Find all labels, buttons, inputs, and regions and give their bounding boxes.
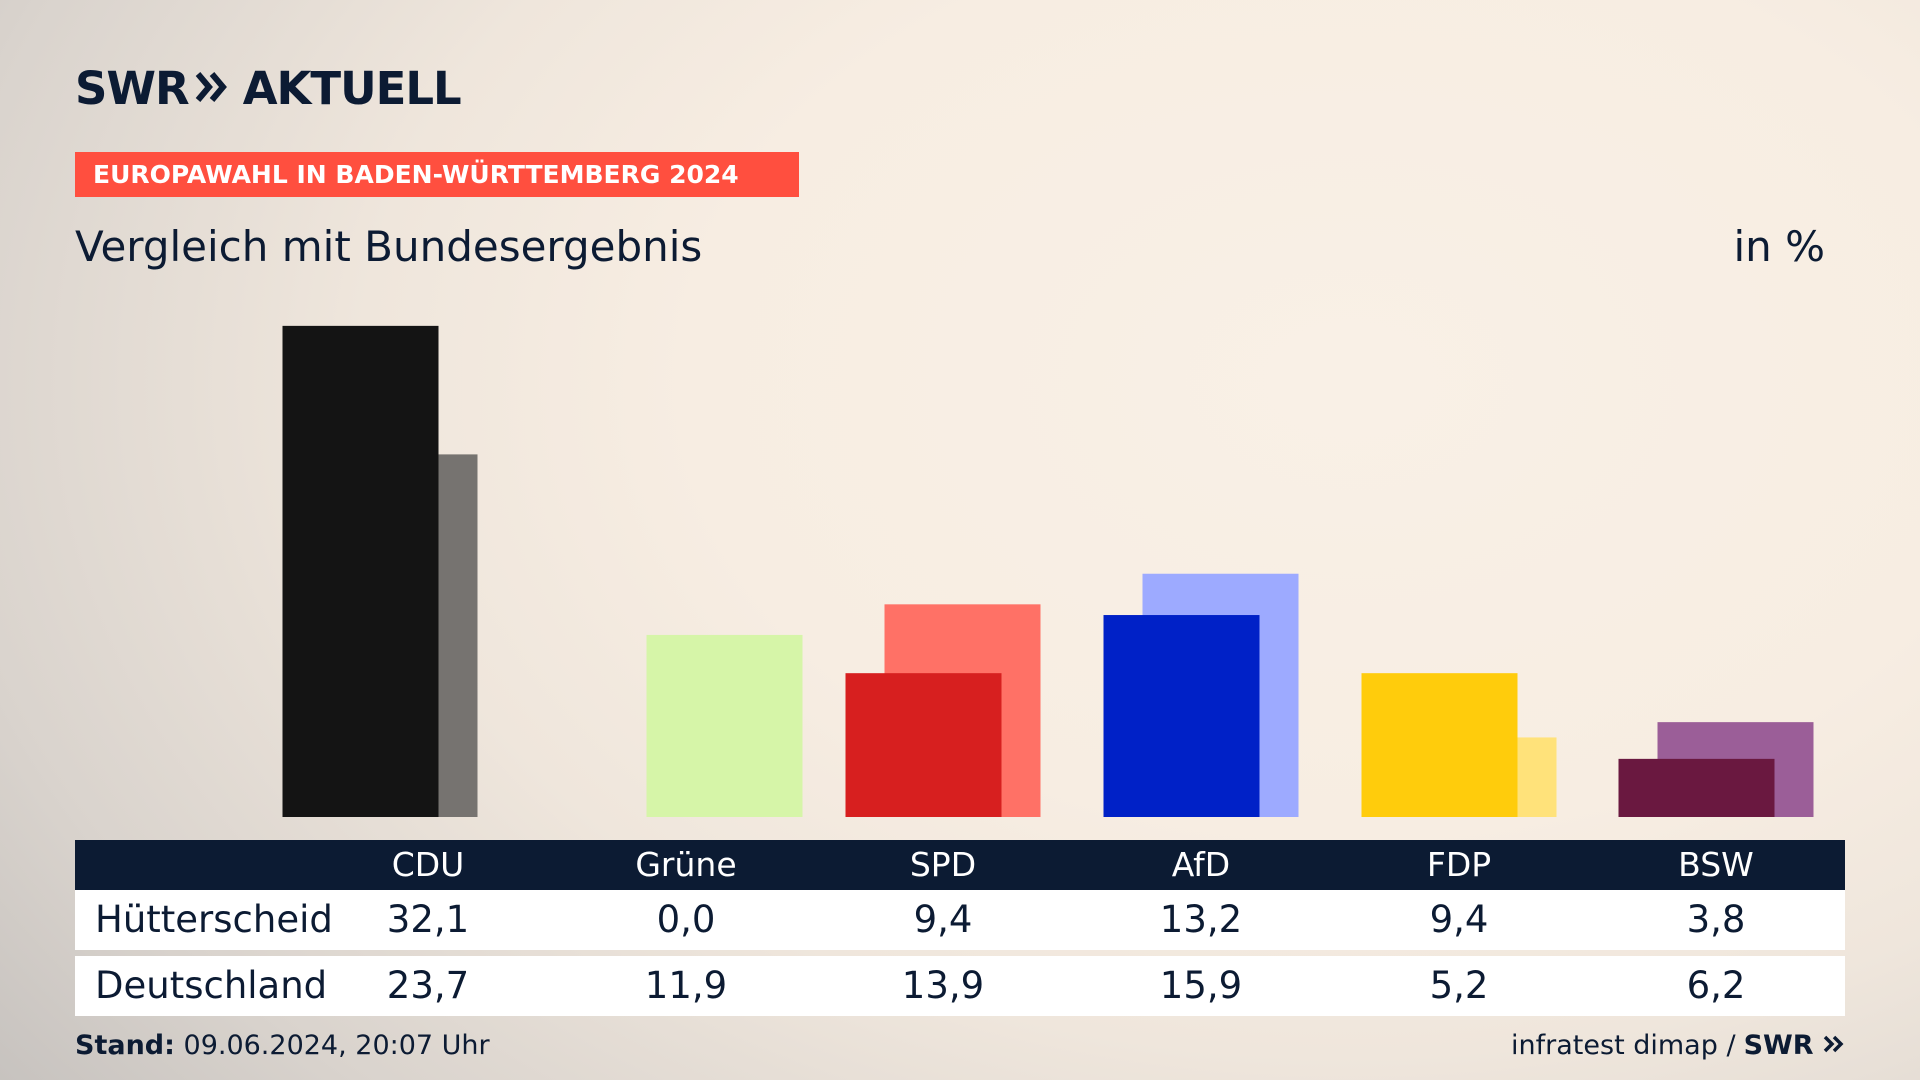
table-cell: 3,8 xyxy=(1686,898,1746,941)
table-header: CDU Grüne SPD AfD FDP BSW xyxy=(75,840,1845,890)
table-cell: 6,2 xyxy=(1686,964,1746,1007)
table-cell: 32,1 xyxy=(386,898,470,941)
table-row: Deutschland 23,7 11,9 13,9 15,9 5,2 6,2 xyxy=(75,956,1845,1016)
table-cell: 15,9 xyxy=(1159,964,1243,1007)
column-header: SPD xyxy=(909,845,977,884)
swr-aktuell-logo: SWR AKTUELL xyxy=(75,62,462,115)
logo-swr-text: SWR xyxy=(75,62,190,115)
bar-huetterscheid-cdu xyxy=(282,325,439,817)
table-cell: 0,0 xyxy=(656,898,716,941)
column-header: AfD xyxy=(1171,845,1231,884)
bar-huetterscheid-spd xyxy=(845,673,1002,817)
table-row: Hütterscheid 32,1 0,0 9,4 13,2 9,4 3,8 xyxy=(75,890,1845,950)
column-header: BSW xyxy=(1678,845,1754,884)
table-cell: 13,2 xyxy=(1159,898,1243,941)
double-chevron-icon xyxy=(195,66,229,111)
source-text: infratest dimap / xyxy=(1511,1030,1736,1061)
source-credit: infratest dimap / SWR xyxy=(1511,1030,1845,1061)
table-cell: 23,7 xyxy=(386,964,470,1007)
table-cell: 11,9 xyxy=(644,964,728,1007)
bar-huetterscheid-fdp xyxy=(1361,673,1518,817)
stand-value: 09.06.2024, 20:07 Uhr xyxy=(183,1030,490,1061)
results-table: CDU Grüne SPD AfD FDP BSW Hütterscheid 32,1 0,… xyxy=(75,840,1845,1016)
row-label: Hütterscheid xyxy=(95,898,333,941)
column-header: Grüne xyxy=(635,845,737,884)
stand-label: Stand: xyxy=(75,1030,175,1061)
column-header: CDU xyxy=(391,845,465,884)
table-cell: 13,9 xyxy=(901,964,985,1007)
row-label: Deutschland xyxy=(95,964,328,1007)
swr-small-logo-text: SWR xyxy=(1743,1030,1814,1061)
bar-deutschland-grüne xyxy=(646,634,803,817)
table-cell: 5,2 xyxy=(1429,964,1489,1007)
logo-aktuell-text: AKTUELL xyxy=(242,62,462,115)
election-kicker: EUROPAWAHL IN BADEN-WÜRTTEMBERG 2024 xyxy=(75,152,799,197)
timestamp: Stand: 09.06.2024, 20:07 Uhr xyxy=(75,1030,490,1061)
table-cell: 9,4 xyxy=(1429,898,1489,941)
bar-huetterscheid-afd xyxy=(1103,615,1260,817)
unit-label: in % xyxy=(1733,222,1825,271)
table-cell: 9,4 xyxy=(913,898,973,941)
chart-subtitle: Vergleich mit Bundesergebnis xyxy=(75,222,703,271)
double-chevron-icon xyxy=(1823,1035,1844,1053)
swr-small-logo: SWR xyxy=(1744,1030,1845,1061)
bar-huetterscheid-bsw xyxy=(1618,758,1775,817)
column-header: FDP xyxy=(1426,845,1492,884)
